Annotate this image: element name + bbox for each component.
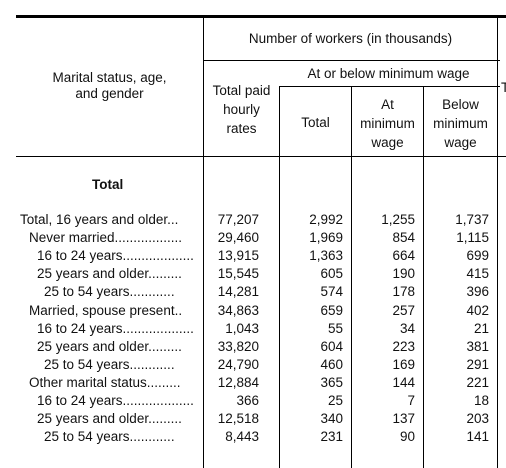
cell-c4: 21 bbox=[473, 321, 489, 336]
cell-c3: 144 bbox=[392, 375, 415, 390]
cell-c3: 257 bbox=[392, 303, 415, 318]
cell-c3: 178 bbox=[392, 284, 415, 299]
cell-c1: 12,884 bbox=[217, 375, 259, 390]
cell-c1: 29,460 bbox=[217, 230, 259, 245]
cell-c3: 854 bbox=[392, 230, 415, 245]
row-label: Never married.................. bbox=[29, 230, 183, 245]
cell-c2: 659 bbox=[320, 303, 343, 318]
cell-c2: 25 bbox=[327, 393, 343, 408]
cell-c2: 574 bbox=[320, 284, 343, 299]
cell-c3: 34 bbox=[399, 321, 415, 336]
cell-c3: 190 bbox=[392, 266, 415, 281]
col-divider-2 bbox=[351, 86, 352, 468]
col-divider-stub bbox=[203, 18, 204, 468]
col-divider-1 bbox=[279, 86, 280, 468]
cell-c2: 365 bbox=[320, 375, 343, 390]
cell-c2: 460 bbox=[320, 357, 343, 372]
section-title: Total bbox=[92, 177, 124, 192]
cell-c4: 381 bbox=[466, 339, 489, 354]
col-divider-3 bbox=[423, 86, 424, 468]
cell-c1: 14,281 bbox=[217, 284, 259, 299]
cell-c1: 77,207 bbox=[217, 212, 259, 227]
cell-c1: 1,043 bbox=[225, 321, 259, 336]
cell-c3: 90 bbox=[399, 429, 415, 444]
cell-c4: 415 bbox=[466, 266, 489, 281]
cell-c3: 169 bbox=[392, 357, 415, 372]
cell-c2: 55 bbox=[327, 321, 343, 336]
top-rule bbox=[16, 15, 506, 18]
row-label: 16 to 24 years................... bbox=[37, 248, 194, 263]
cell-c4: 402 bbox=[466, 303, 489, 318]
below-minimum-header: Below minimum wage bbox=[433, 97, 488, 150]
row-label: 25 years and older......... bbox=[37, 411, 182, 426]
workers-underline bbox=[203, 60, 500, 61]
workers-header: Number of workers (in thousands) bbox=[248, 31, 453, 46]
cell-c4: 699 bbox=[466, 248, 489, 263]
cell-c1: 15,545 bbox=[217, 266, 259, 281]
cell-c1: 24,790 bbox=[217, 357, 259, 372]
cell-c2: 231 bbox=[320, 429, 343, 444]
total-paid-header: Total paid hourly rates bbox=[212, 83, 271, 136]
stub-header: Marital status, age, and gender bbox=[52, 70, 167, 101]
row-label: Married, spouse present.. bbox=[29, 303, 183, 318]
row-label: 16 to 24 years................... bbox=[37, 321, 194, 336]
cell-c1: 12,518 bbox=[217, 411, 259, 426]
cell-c1: 13,915 bbox=[217, 248, 259, 263]
cell-c2: 1,363 bbox=[309, 248, 343, 263]
total-subheader: Total bbox=[301, 115, 330, 130]
cell-c3: 1,255 bbox=[381, 212, 415, 227]
row-label: 25 to 54 years............ bbox=[44, 429, 175, 444]
row-label: 25 to 54 years............ bbox=[44, 357, 175, 372]
cell-c3: 137 bbox=[392, 411, 415, 426]
cell-c4: 221 bbox=[466, 375, 489, 390]
at-minimum-header: At minimum wage bbox=[360, 97, 415, 150]
cell-c3: 7 bbox=[407, 393, 415, 408]
cell-c4: 1,115 bbox=[456, 230, 489, 245]
cell-c4: 141 bbox=[466, 429, 489, 444]
cell-c4: 396 bbox=[466, 284, 489, 299]
cut-off-header: T bbox=[501, 80, 506, 95]
cell-c3: 223 bbox=[392, 339, 415, 354]
cell-c1: 34,863 bbox=[217, 303, 259, 318]
col-divider-right bbox=[497, 18, 498, 468]
cell-c3: 664 bbox=[392, 248, 415, 263]
cell-c2: 604 bbox=[320, 339, 343, 354]
header-bottom-rule bbox=[16, 156, 506, 157]
cell-c2: 2,992 bbox=[309, 212, 343, 227]
cell-c2: 605 bbox=[320, 266, 343, 281]
row-label: 16 to 24 years................... bbox=[37, 393, 194, 408]
row-label: Other marital status......... bbox=[29, 375, 181, 390]
cell-c4: 291 bbox=[466, 357, 489, 372]
cell-c1: 8,443 bbox=[225, 429, 259, 444]
row-label: 25 to 54 years............ bbox=[44, 284, 175, 299]
cell-c1: 366 bbox=[236, 393, 259, 408]
cell-c2: 340 bbox=[320, 411, 343, 426]
row-label: 25 years and older......... bbox=[37, 339, 182, 354]
at-or-below-underline bbox=[279, 86, 500, 87]
row-label: 25 years and older......... bbox=[37, 266, 182, 281]
cell-c4: 18 bbox=[473, 393, 489, 408]
cell-c4: 203 bbox=[466, 411, 489, 426]
cell-c2: 1,969 bbox=[309, 230, 343, 245]
cell-c4: 1,737 bbox=[455, 212, 489, 227]
at-or-below-header: At or below minimum wage bbox=[307, 66, 470, 81]
row-label: Total, 16 years and older... bbox=[20, 212, 179, 227]
cell-c1: 33,820 bbox=[217, 339, 259, 354]
